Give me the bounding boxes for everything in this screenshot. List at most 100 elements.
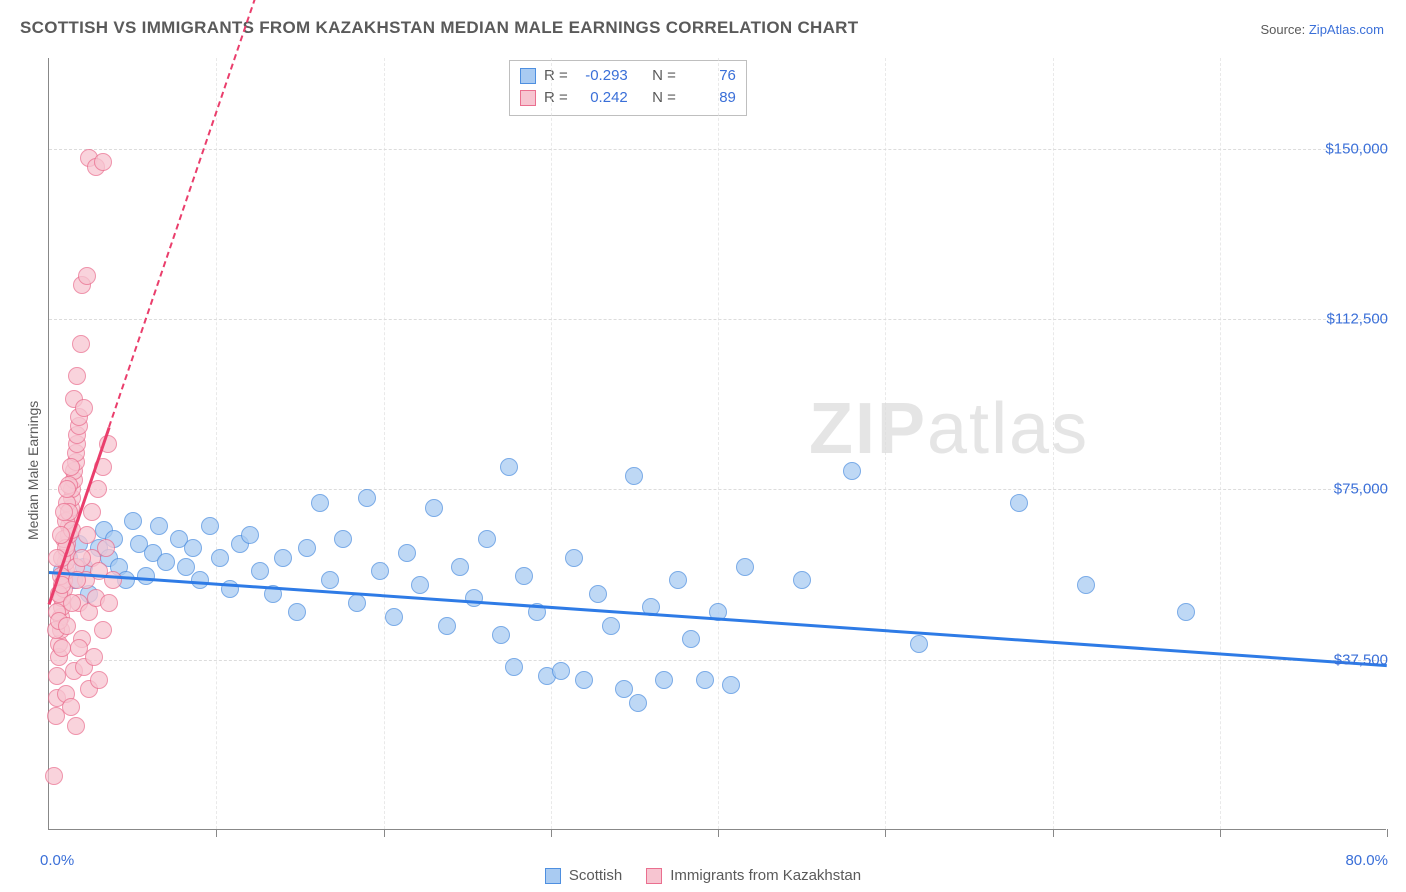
data-point-scottish: [1177, 603, 1195, 621]
data-point-kazakhstan: [48, 667, 66, 685]
data-point-scottish: [184, 539, 202, 557]
trend-line: [108, 0, 275, 427]
data-point-scottish: [201, 517, 219, 535]
data-point-scottish: [398, 544, 416, 562]
data-point-kazakhstan: [78, 267, 96, 285]
data-point-scottish: [669, 571, 687, 589]
r-value-scottish: -0.293: [576, 65, 628, 87]
swatch-kazakhstan: [520, 90, 536, 106]
data-point-scottish: [565, 549, 583, 567]
x-tick: [384, 829, 385, 837]
plot-area: ZIPatlas R = -0.293 N = 76 R = 0.242 N =…: [48, 58, 1386, 830]
data-point-kazakhstan: [62, 698, 80, 716]
data-point-scottish: [736, 558, 754, 576]
data-point-scottish: [425, 499, 443, 517]
data-point-kazakhstan: [100, 594, 118, 612]
bottom-legend: Scottish Immigrants from Kazakhstan: [0, 867, 1406, 884]
data-point-scottish: [274, 549, 292, 567]
gridline-v: [551, 58, 552, 829]
y-tick-label: $37,500: [1334, 651, 1388, 668]
r-value-kazakhstan: 0.242: [576, 87, 628, 109]
data-point-scottish: [385, 608, 403, 626]
data-point-scottish: [1077, 576, 1095, 594]
data-point-kazakhstan: [62, 458, 80, 476]
data-point-scottish: [411, 576, 429, 594]
r-label: R =: [544, 65, 568, 87]
data-point-scottish: [348, 594, 366, 612]
data-point-scottish: [505, 658, 523, 676]
data-point-scottish: [241, 526, 259, 544]
data-point-scottish: [682, 630, 700, 648]
y-axis-title: Median Male Earnings: [25, 401, 41, 540]
y-tick-label: $75,000: [1334, 481, 1388, 498]
watermark: ZIPatlas: [809, 388, 1089, 470]
data-point-kazakhstan: [52, 526, 70, 544]
data-point-scottish: [696, 671, 714, 689]
data-point-scottish: [465, 589, 483, 607]
data-point-scottish: [722, 676, 740, 694]
data-point-scottish: [625, 467, 643, 485]
chart-title: SCOTTISH VS IMMIGRANTS FROM KAZAKHSTAN M…: [20, 18, 858, 38]
watermark-zip: ZIP: [809, 389, 927, 469]
n-value-kazakhstan: 89: [684, 87, 736, 109]
x-tick: [216, 829, 217, 837]
gridline-v: [384, 58, 385, 829]
data-point-kazakhstan: [67, 717, 85, 735]
data-point-kazakhstan: [83, 503, 101, 521]
y-tick-label: $112,500: [1327, 311, 1388, 328]
legend-label-scottish: Scottish: [569, 867, 622, 884]
gridline-v: [1053, 58, 1054, 829]
data-point-kazakhstan: [68, 367, 86, 385]
data-point-kazakhstan: [45, 767, 63, 785]
data-point-scottish: [655, 671, 673, 689]
legend-swatch-kazakhstan: [646, 868, 662, 884]
stats-row-kazakhstan: R = 0.242 N = 89: [520, 87, 736, 109]
data-point-kazakhstan: [78, 526, 96, 544]
data-point-kazakhstan: [73, 549, 91, 567]
data-point-scottish: [358, 489, 376, 507]
gridline-v: [1220, 58, 1221, 829]
data-point-kazakhstan: [55, 503, 73, 521]
data-point-kazakhstan: [63, 594, 81, 612]
stats-row-scottish: R = -0.293 N = 76: [520, 65, 736, 87]
data-point-scottish: [1010, 494, 1028, 512]
data-point-kazakhstan: [94, 621, 112, 639]
legend-item-scottish: Scottish: [545, 867, 622, 884]
data-point-scottish: [589, 585, 607, 603]
data-point-scottish: [451, 558, 469, 576]
stats-box: R = -0.293 N = 76 R = 0.242 N = 89: [509, 60, 747, 116]
watermark-atlas: atlas: [927, 389, 1089, 469]
data-point-scottish: [137, 567, 155, 585]
swatch-scottish: [520, 68, 536, 84]
data-point-scottish: [124, 512, 142, 530]
data-point-scottish: [629, 694, 647, 712]
data-point-scottish: [298, 539, 316, 557]
data-point-scottish: [334, 530, 352, 548]
chart-source: Source: ZipAtlas.com: [1260, 22, 1384, 37]
gridline-v: [885, 58, 886, 829]
data-point-kazakhstan: [72, 335, 90, 353]
data-point-kazakhstan: [97, 539, 115, 557]
x-tick: [1220, 829, 1221, 837]
data-point-scottish: [321, 571, 339, 589]
data-point-scottish: [843, 462, 861, 480]
x-tick: [551, 829, 552, 837]
data-point-kazakhstan: [85, 648, 103, 666]
data-point-kazakhstan: [58, 617, 76, 635]
legend-label-kazakhstan: Immigrants from Kazakhstan: [670, 867, 861, 884]
data-point-kazakhstan: [58, 480, 76, 498]
data-point-scottish: [311, 494, 329, 512]
x-tick: [1387, 829, 1388, 837]
data-point-kazakhstan: [94, 153, 112, 171]
x-tick: [1053, 829, 1054, 837]
data-point-kazakhstan: [104, 571, 122, 589]
data-point-scottish: [478, 530, 496, 548]
data-point-scottish: [602, 617, 620, 635]
data-point-scottish: [211, 549, 229, 567]
data-point-scottish: [492, 626, 510, 644]
data-point-scottish: [793, 571, 811, 589]
gridline-v: [718, 58, 719, 829]
legend-item-kazakhstan: Immigrants from Kazakhstan: [646, 867, 861, 884]
data-point-scottish: [371, 562, 389, 580]
data-point-scottish: [910, 635, 928, 653]
